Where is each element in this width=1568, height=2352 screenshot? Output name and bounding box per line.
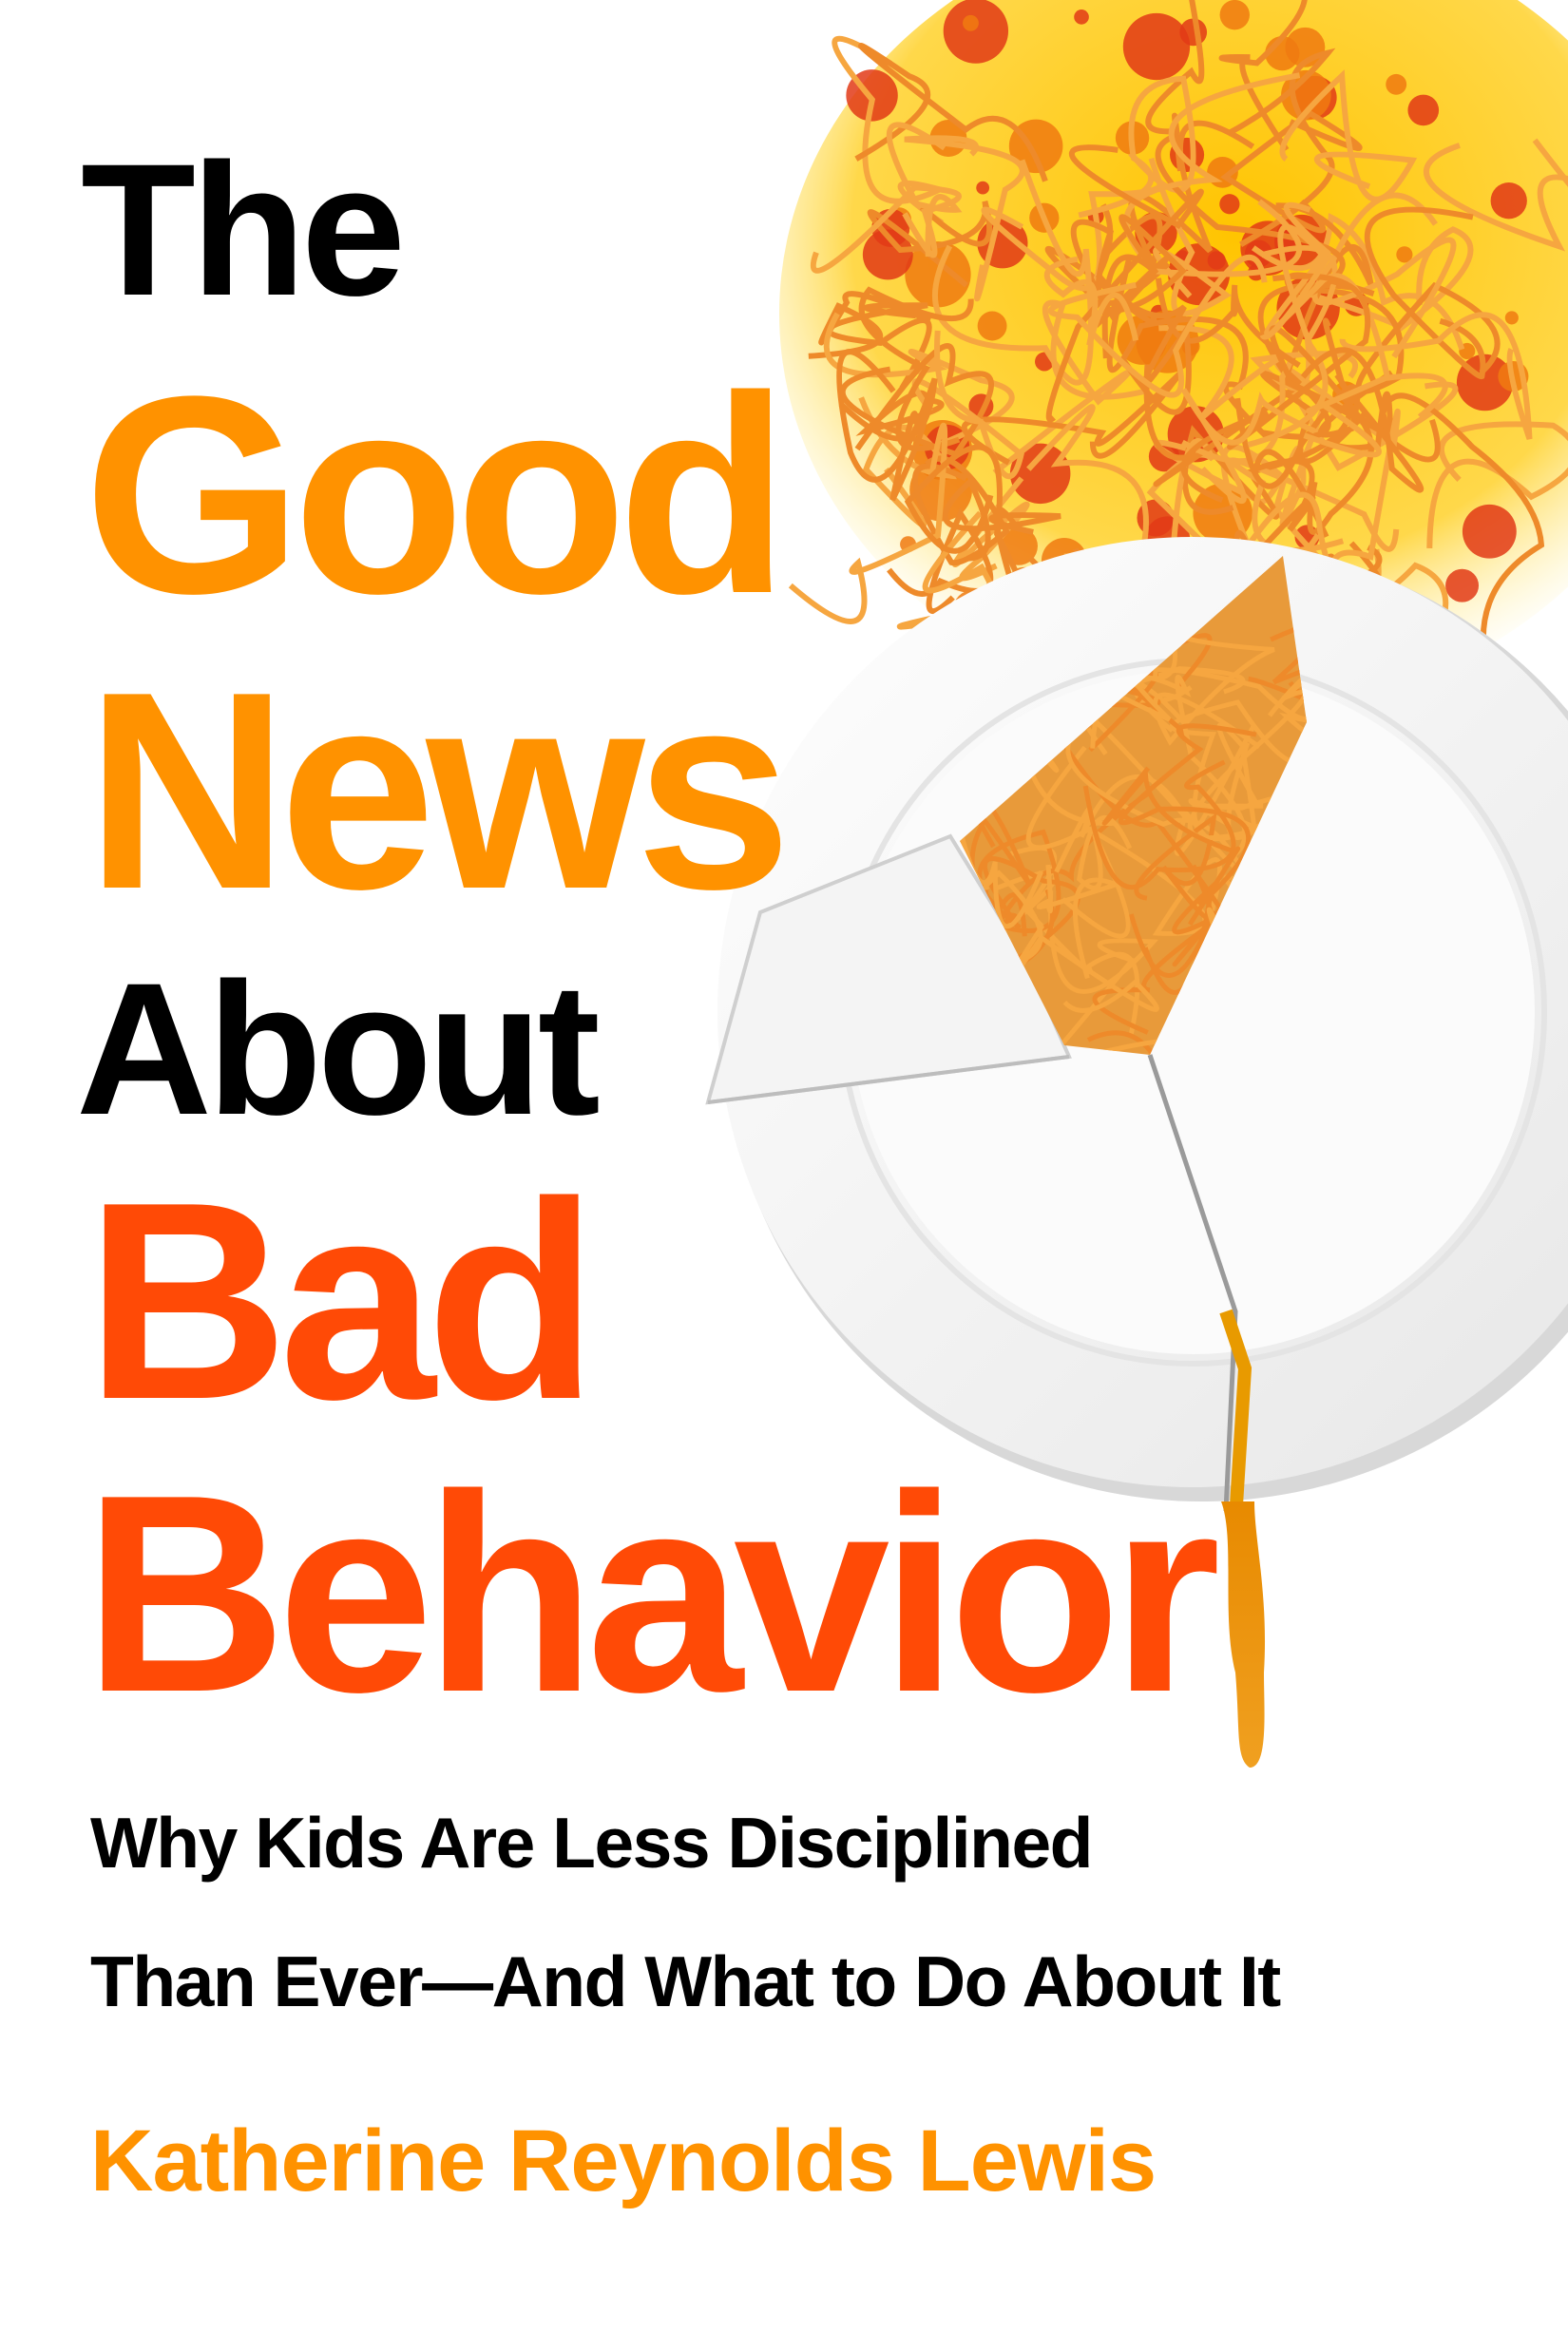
broken-plate	[705, 537, 1568, 1521]
crack-line	[1147, 1054, 1238, 1512]
title-the: The	[81, 124, 406, 335]
sauce-drip	[1221, 1501, 1266, 1768]
title-good: Good	[84, 337, 790, 652]
spaghetti-strands	[788, 0, 1568, 809]
title-behavior: Behavior	[84, 1436, 1221, 1750]
title-news: News	[86, 633, 792, 947]
subtitle-line-2: Than Ever—And What to Do About It	[90, 1941, 1281, 2021]
title-about: About	[76, 944, 601, 1154]
subtitle-line-1: Why Kids Are Less Disciplined	[90, 1803, 1094, 1883]
author-name: Katherine Reynolds Lewis	[90, 2113, 1157, 2209]
title-bad: Bad	[86, 1143, 598, 1458]
